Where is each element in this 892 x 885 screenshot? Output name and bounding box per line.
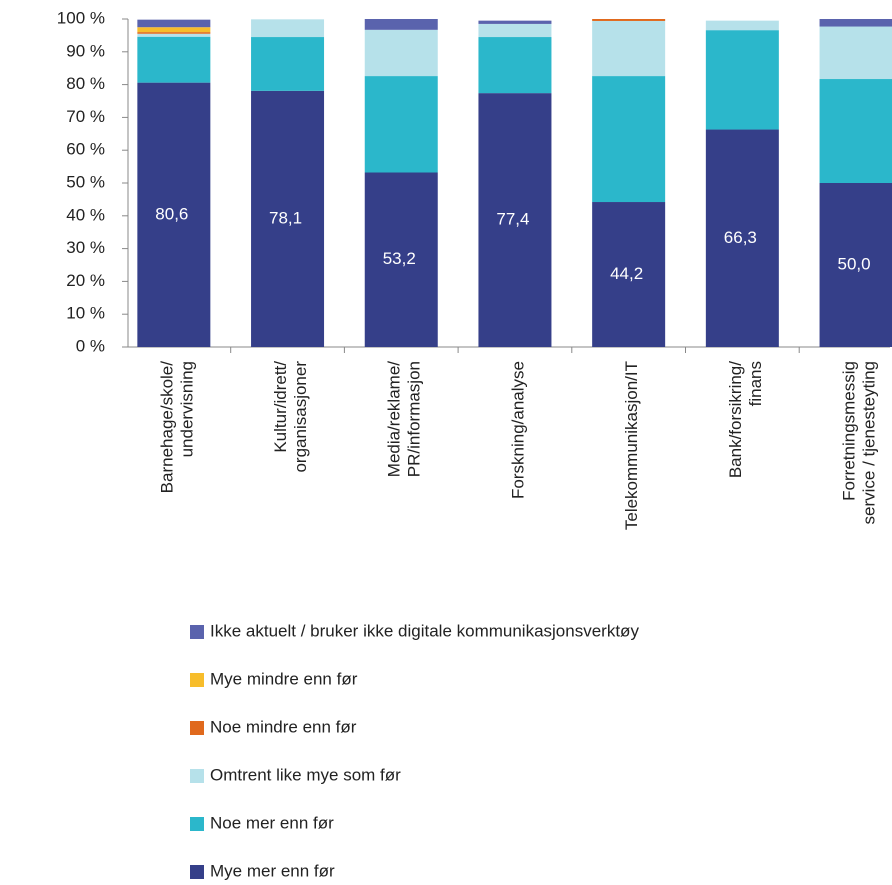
- x-tick-label: Barnehage/skole/: [157, 361, 176, 494]
- bar-segment: [137, 27, 211, 33]
- x-tick-label: undervisning: [177, 361, 196, 457]
- y-tick-label: 60 %: [66, 140, 105, 159]
- bar-segment: [592, 20, 666, 77]
- legend-label: Ikke aktuelt / bruker ikke digitale komm…: [210, 621, 639, 640]
- legend-swatch: [190, 817, 204, 831]
- bar-segment: [819, 79, 892, 183]
- bar-segment: [819, 19, 892, 27]
- bar-segment: [364, 76, 438, 173]
- y-tick-label: 0 %: [76, 336, 105, 355]
- legend-swatch: [190, 865, 204, 879]
- data-label: 50,0: [838, 254, 871, 273]
- bar-segment: [251, 19, 325, 38]
- bar-segment: [251, 37, 325, 91]
- legend-swatch: [190, 625, 204, 639]
- y-tick-label: 20 %: [66, 271, 105, 290]
- bar-segment: [137, 82, 211, 347]
- bar-segment: [819, 26, 892, 80]
- bar-segment: [592, 202, 666, 347]
- y-tick-label: 100 %: [57, 8, 105, 27]
- bar-segment: [478, 20, 552, 24]
- x-tick-label: PR/informasjon: [405, 361, 424, 477]
- x-tick-label: finans: [746, 361, 765, 406]
- x-tick-label: Forretningsmessig: [840, 361, 859, 501]
- data-label: 77,4: [496, 210, 529, 229]
- bar-segment: [364, 19, 438, 30]
- x-tick-label: Telekommunikasjon/IT: [622, 361, 641, 530]
- bar-segment: [364, 172, 438, 347]
- bar-segment: [592, 19, 666, 21]
- legend-swatch: [190, 673, 204, 687]
- y-tick-label: 10 %: [66, 304, 105, 323]
- bar-segment: [364, 29, 438, 77]
- data-label: 66,3: [724, 228, 757, 247]
- bar-segment: [478, 93, 552, 348]
- y-tick-label: 80 %: [66, 74, 105, 93]
- x-tick-label: service / tjenesteyting: [860, 361, 879, 524]
- legend-label: Noe mer enn før: [210, 813, 334, 832]
- data-label: 44,2: [610, 264, 643, 283]
- data-label: 80,6: [155, 204, 188, 223]
- x-tick-label: Forskning/analyse: [508, 361, 527, 499]
- legend-label: Mye mer enn før: [210, 861, 335, 880]
- y-tick-label: 70 %: [66, 107, 105, 126]
- legend-label: Omtrent like mye som før: [210, 765, 401, 784]
- bar-segment: [705, 30, 779, 130]
- data-label: 78,1: [269, 208, 302, 227]
- legend-label: Mye mindre enn før: [210, 669, 358, 688]
- bar-segment: [478, 37, 552, 94]
- legend-label: Noe mindre enn før: [210, 717, 357, 736]
- bar-segment: [819, 183, 892, 347]
- bar-segment: [137, 36, 211, 83]
- x-tick-label: Media/reklame/: [385, 361, 404, 477]
- bar-segment: [251, 90, 325, 347]
- bar-segment: [137, 33, 211, 37]
- bar-segment: [705, 20, 779, 31]
- data-label: 53,2: [383, 249, 416, 268]
- legend-swatch: [190, 721, 204, 735]
- y-tick-label: 50 %: [66, 172, 105, 191]
- x-tick-label: Bank/forsikring/: [726, 361, 745, 478]
- bar-segment: [137, 32, 211, 34]
- y-tick-label: 40 %: [66, 205, 105, 224]
- y-tick-label: 90 %: [66, 41, 105, 60]
- bar-segment: [478, 23, 552, 38]
- legend-swatch: [190, 769, 204, 783]
- bar-segment: [705, 129, 779, 347]
- x-tick-label: organisasjoner: [291, 361, 310, 473]
- x-tick-label: Kultur/idrett/: [271, 361, 290, 453]
- bar-segment: [137, 19, 211, 28]
- bar-segment: [592, 76, 666, 203]
- y-tick-label: 30 %: [66, 238, 105, 257]
